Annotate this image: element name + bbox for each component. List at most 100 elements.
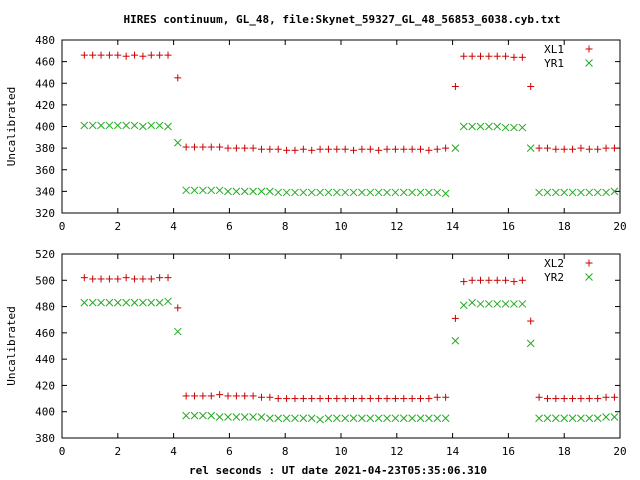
data-point [324, 188, 333, 197]
data-point [89, 275, 97, 283]
data-point [97, 275, 105, 283]
data-point [442, 144, 450, 152]
y-tick-label: 320 [35, 207, 55, 220]
x-tick-label: 0 [59, 220, 66, 233]
series-xl1 [80, 51, 618, 154]
x-tick-label: 18 [558, 220, 571, 233]
data-point [89, 51, 97, 59]
data-point [416, 414, 425, 423]
data-point [266, 414, 274, 423]
data-point [543, 395, 551, 403]
data-point [518, 300, 527, 308]
data-point [543, 188, 552, 197]
data-point [266, 145, 274, 153]
y-tick-label: 380 [35, 432, 55, 445]
data-point [224, 144, 232, 152]
x-tick-label: 0 [59, 445, 66, 458]
data-point [164, 274, 172, 282]
data-point [88, 121, 97, 130]
data-point [577, 395, 585, 403]
y-tick-label: 440 [35, 77, 55, 90]
data-point [156, 51, 164, 59]
data-point [105, 121, 114, 130]
data-point [139, 52, 147, 60]
x-tick-label: 2 [114, 445, 121, 458]
data-point [349, 414, 358, 423]
data-point [460, 52, 468, 60]
data-point [257, 187, 266, 196]
data-point [391, 414, 400, 423]
data-point [88, 298, 97, 307]
data-point [602, 144, 610, 152]
data-point [130, 121, 139, 130]
data-point [408, 395, 416, 403]
x-tick-label: 18 [558, 445, 571, 458]
data-point [274, 395, 282, 403]
x-tick-label: 20 [613, 445, 626, 458]
data-point [417, 145, 425, 153]
data-point [593, 414, 602, 423]
data-point [610, 393, 618, 401]
data-point [493, 122, 502, 131]
data-point [602, 413, 610, 421]
data-point [316, 188, 324, 197]
data-point [324, 414, 333, 423]
x-tick-label: 14 [446, 445, 460, 458]
data-point [97, 121, 105, 130]
data-point [191, 392, 199, 400]
data-point [199, 186, 207, 195]
data-point [358, 414, 366, 423]
data-point [391, 395, 399, 403]
data-point [333, 145, 341, 153]
x-tick-label: 20 [613, 220, 626, 233]
data-point [425, 146, 433, 154]
data-point [291, 188, 299, 197]
data-point [493, 52, 501, 60]
data-point [291, 414, 299, 423]
y-tick-label: 460 [35, 56, 55, 69]
data-point [350, 146, 358, 154]
x-tick-label: 2 [114, 220, 121, 233]
data-point [257, 413, 266, 421]
legend-label: YR1 [544, 57, 564, 70]
data-point [182, 143, 190, 151]
data-point [358, 145, 366, 153]
data-point [182, 392, 190, 400]
data-point [174, 304, 182, 312]
data-point [282, 188, 291, 197]
data-point [182, 186, 191, 195]
data-point [366, 414, 375, 423]
data-point [468, 52, 476, 60]
data-point [224, 187, 232, 196]
data-point [207, 392, 215, 400]
data-point [274, 188, 283, 197]
y-tick-label: 360 [35, 164, 55, 177]
legend-marker [585, 273, 593, 281]
data-point [433, 393, 441, 401]
x-tick-label: 10 [334, 445, 347, 458]
legend-marker [585, 259, 593, 267]
data-point [341, 414, 350, 423]
data-point [560, 414, 569, 423]
data-point [249, 392, 257, 400]
data-point [173, 327, 182, 336]
data-point [569, 145, 577, 153]
data-point [114, 275, 122, 283]
data-point [451, 314, 459, 322]
data-point [307, 188, 316, 197]
data-point [408, 188, 416, 197]
data-point [400, 145, 408, 153]
data-point [174, 74, 182, 82]
data-point [366, 188, 375, 197]
data-point [501, 123, 510, 132]
data-point [468, 298, 476, 307]
y-tick-label: 520 [35, 248, 55, 261]
data-point [147, 51, 155, 59]
data-point [113, 121, 122, 130]
data-point [366, 145, 374, 153]
data-point [241, 144, 249, 152]
data-point [585, 395, 593, 403]
data-point [307, 414, 316, 423]
data-point [535, 393, 543, 401]
data-point [291, 146, 299, 154]
